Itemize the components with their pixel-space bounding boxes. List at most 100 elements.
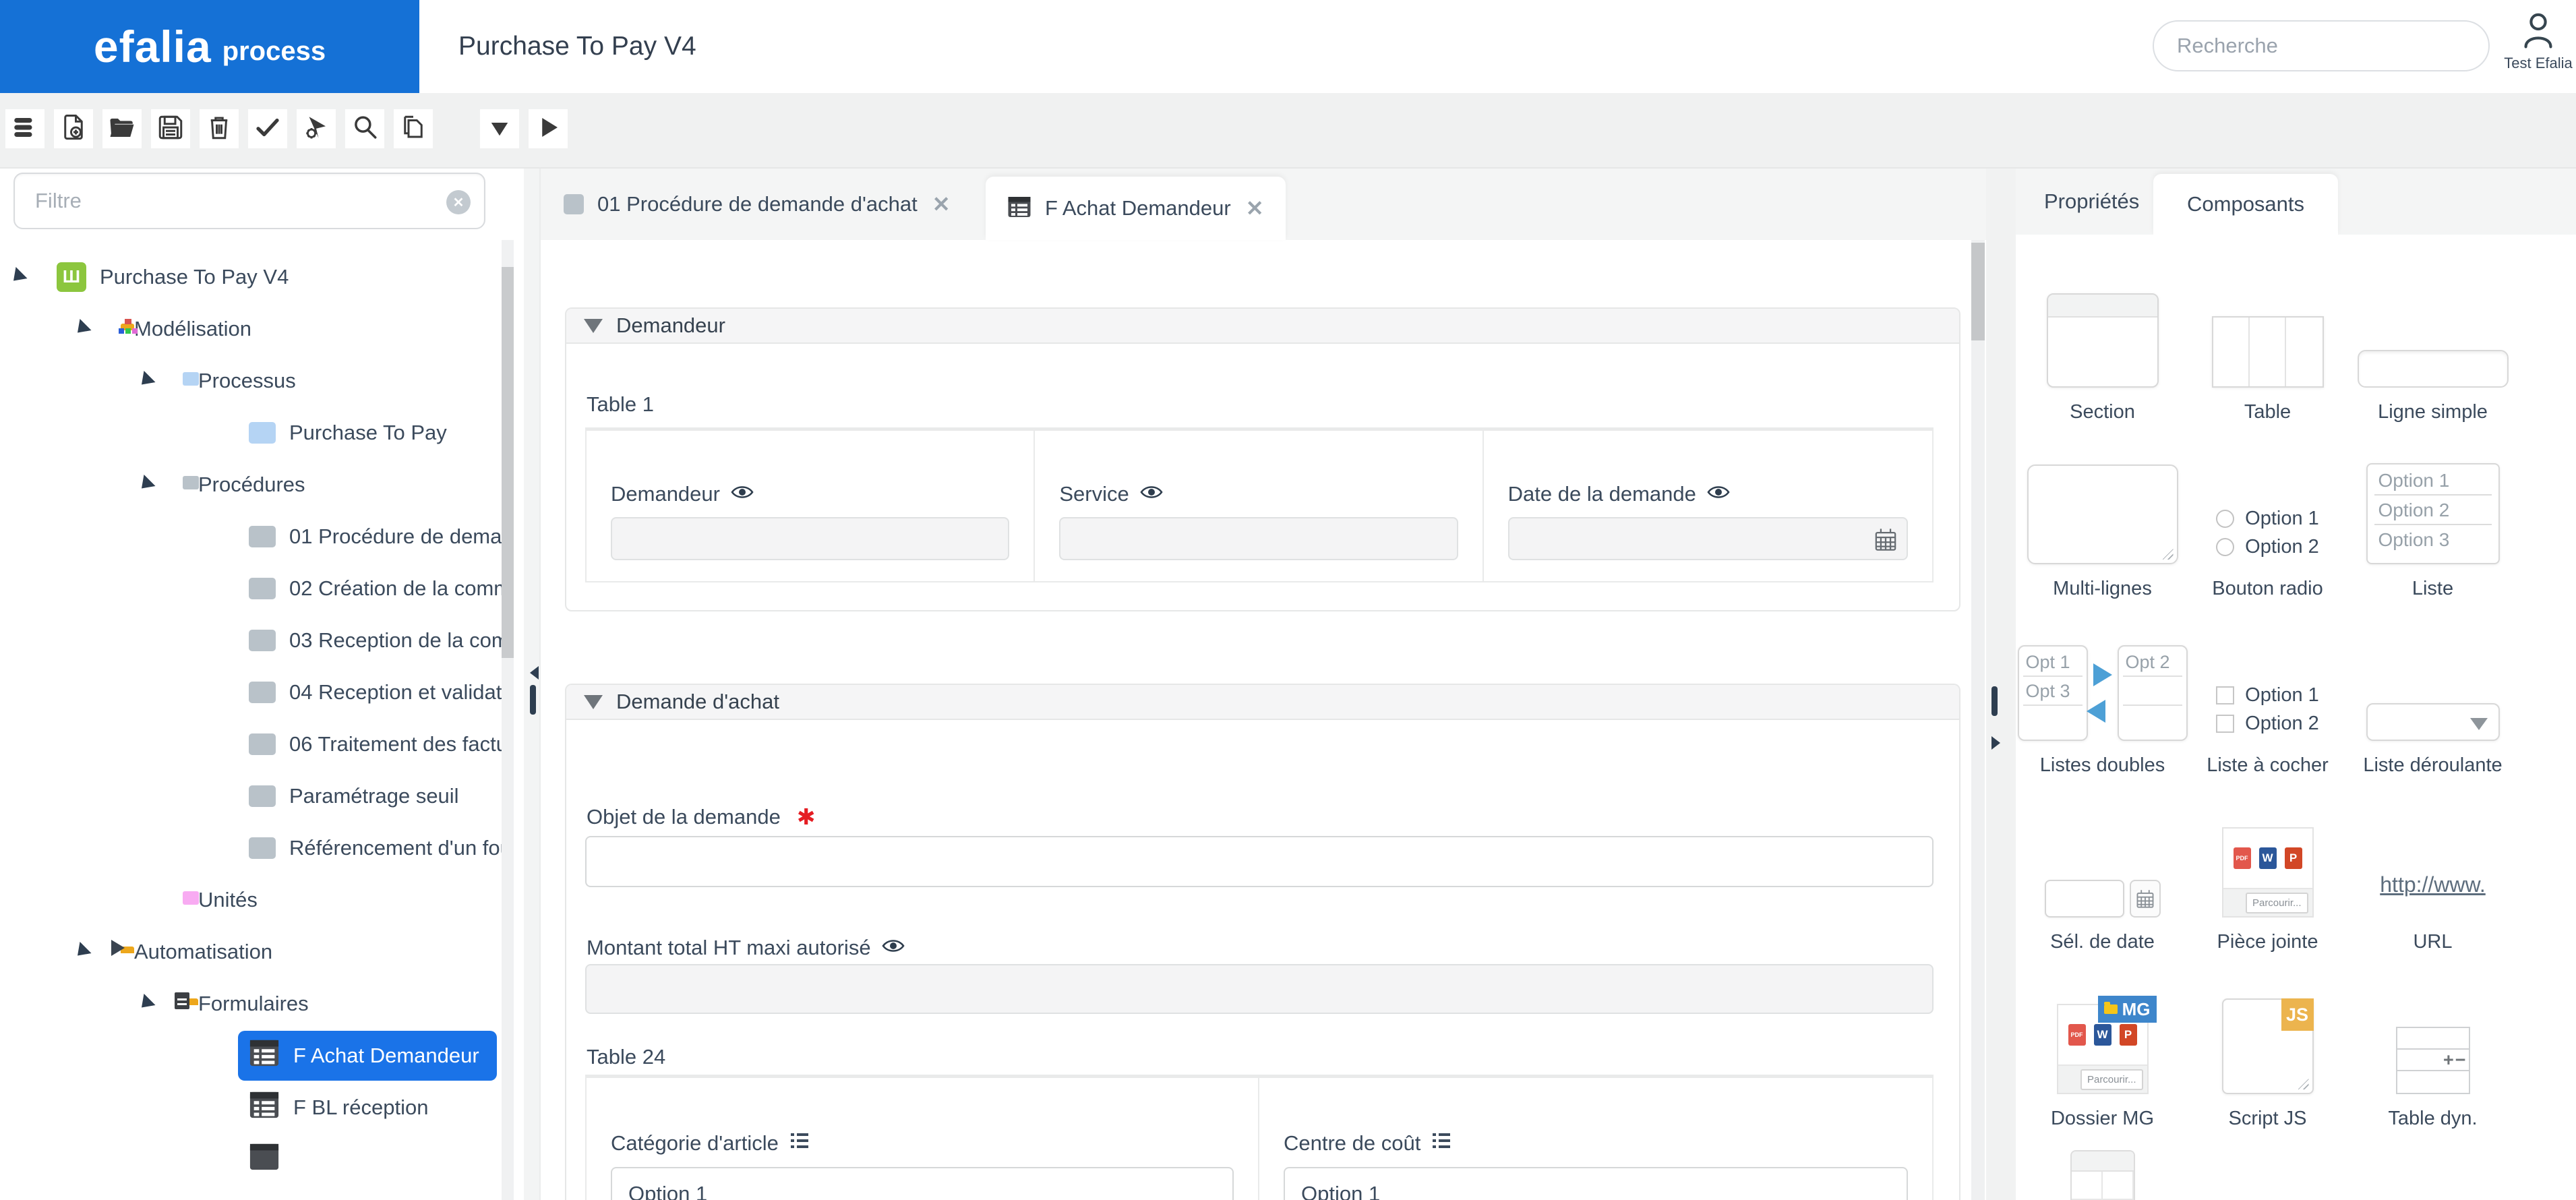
component-multi-lignes[interactable]: Multi-lignes <box>2020 431 2185 608</box>
component-table[interactable]: Table <box>2185 255 2350 431</box>
collapse-sidebar-icon[interactable] <box>530 666 539 680</box>
eye-icon <box>1707 482 1730 506</box>
filter-input[interactable] <box>15 174 484 228</box>
check-icon <box>253 113 282 145</box>
component-piece-jointe[interactable]: PDF W P Parcourir... Pièce jointe <box>2185 785 2350 961</box>
multiline-component-icon <box>2027 464 2178 564</box>
component-url[interactable]: http://www. URL <box>2380 872 2486 953</box>
procedure-tile-icon <box>249 837 276 859</box>
tree-item-f-bl-reception[interactable]: F BL réception <box>0 1081 502 1133</box>
tab-procedure-01[interactable]: 01 Procédure de demande d'achat <box>553 169 961 240</box>
process-tile-icon <box>564 194 584 214</box>
tree-item-procedures[interactable]: Procédures <box>0 458 502 510</box>
clear-filter-icon[interactable]: ✕ <box>446 190 471 214</box>
section-header[interactable]: Demande d'achat <box>566 685 1959 720</box>
collapse-panel-icon[interactable] <box>1991 736 2000 750</box>
tree-item-processus[interactable]: Processus <box>0 355 502 407</box>
close-tab-icon[interactable] <box>1246 196 1264 221</box>
date-input[interactable] <box>1507 517 1908 560</box>
canvas-scrollbar-thumb[interactable] <box>1971 243 1985 340</box>
component-table-dyn[interactable]: Table dyn. <box>2350 961 2515 1138</box>
collapse-section-icon[interactable] <box>584 694 603 709</box>
delete-button[interactable] <box>200 109 239 148</box>
table-cell-date[interactable]: Date de la demande <box>1484 431 1932 581</box>
logo-secondary: process <box>222 36 326 66</box>
tree-filter[interactable]: ✕ <box>13 173 485 229</box>
tree-item-formulaires[interactable]: Formulaires <box>0 978 502 1029</box>
expander-icon[interactable] <box>138 479 185 490</box>
tree-item-root[interactable]: Purchase To Pay V4 <box>0 251 502 303</box>
table-cell-service[interactable]: Service <box>1035 431 1484 581</box>
tab-proprietes[interactable]: Propriétés <box>2044 189 2140 213</box>
montant-input[interactable] <box>585 964 1934 1014</box>
tree-item-referencement[interactable]: Référencement d'un fournisseur <box>0 822 502 874</box>
component-liste-deroulante[interactable]: Liste déroulante <box>2350 608 2515 785</box>
tree-item-automatisation[interactable]: Automatisation <box>0 926 502 978</box>
objet-demande-input[interactable] <box>585 836 1934 887</box>
powerpoint-file-icon: P <box>2119 1024 2137 1046</box>
component-dossier-mg[interactable]: MG PDF W P Parcourir... Dossier MG <box>2020 961 2185 1138</box>
save-button[interactable] <box>151 109 190 148</box>
canvas-scrollbar[interactable] <box>1971 240 1985 1200</box>
expander-icon[interactable] <box>138 375 185 386</box>
tree-item-procedure-01[interactable]: 01 Procédure de demande d'achat <box>0 510 502 562</box>
search-tool-button[interactable] <box>345 109 384 148</box>
search-input[interactable] <box>2154 22 2488 70</box>
categorie-article-select[interactable]: Option 1 <box>611 1167 1234 1200</box>
component-liste-a-cocher[interactable]: Option 1 Option 2 Liste à cocher <box>2185 608 2350 785</box>
component-sel-de-date[interactable]: Sél. de date <box>2020 785 2185 961</box>
run-button[interactable] <box>297 109 336 148</box>
centre-cout-select[interactable]: Option 1 <box>1284 1167 1908 1200</box>
table-24: Catégorie d'article Option 1 Centre de c… <box>585 1075 1934 1200</box>
close-tab-icon[interactable] <box>932 191 951 217</box>
user-menu[interactable]: Test Efalia <box>2503 9 2574 72</box>
sidebar-resize-handle[interactable] <box>530 685 536 715</box>
open-folder-button[interactable] <box>102 109 142 148</box>
dropdown-button[interactable] <box>480 109 519 148</box>
table-cell-categorie[interactable]: Catégorie d'article Option 1 <box>587 1078 1259 1200</box>
tree-item-procedure-04[interactable]: 04 Reception et validation de la f <box>0 666 502 718</box>
attachment-component-icon: PDF W P Parcourir... <box>2221 827 2314 918</box>
panel-resize-handle[interactable] <box>1991 686 1998 716</box>
tree-item-procedure-03[interactable]: 03 Reception de la commande <box>0 614 502 666</box>
copy-icon <box>399 113 427 145</box>
tree-item-procedure-02[interactable]: 02 Création de la commande <box>0 562 502 614</box>
component-listes-doubles[interactable]: Opt 1 Opt 3 Opt 2 Listes doubles <box>2017 608 2188 785</box>
tree-item-modelisation[interactable]: Modélisation <box>0 303 502 355</box>
component-bouton-radio[interactable]: Option 1 Option 2 Bouton radio <box>2185 431 2350 608</box>
component-partial[interactable] <box>2020 1138 2185 1200</box>
calendar-icon[interactable] <box>1874 527 1897 556</box>
component-ligne-simple[interactable]: Ligne simple <box>2350 255 2515 431</box>
table-cell-centre-cout[interactable]: Centre de coût Option 1 <box>1259 1078 1932 1200</box>
global-search[interactable] <box>2153 20 2490 71</box>
efalia-logo[interactable]: efalia process <box>0 0 419 93</box>
sidebar-scrollbar[interactable] <box>502 240 514 1200</box>
demandeur-input[interactable] <box>611 517 1010 560</box>
tree-item-parametrage-seuil[interactable]: Paramétrage seuil <box>0 770 502 822</box>
validate-button[interactable] <box>248 109 287 148</box>
open-folder-icon <box>108 113 136 145</box>
tree-item-partial[interactable] <box>0 1133 502 1185</box>
tab-composants[interactable]: Composants <box>2153 174 2339 235</box>
section-header[interactable]: Demandeur <box>566 309 1959 344</box>
component-section[interactable]: Section <box>2020 255 2185 431</box>
service-input[interactable] <box>1059 517 1458 560</box>
tree-item-f-achat-demandeur[interactable]: F Achat Demandeur <box>0 1029 502 1081</box>
sidebar-scrollbar-thumb[interactable] <box>502 267 514 658</box>
collapse-section-icon[interactable] <box>584 318 603 333</box>
new-document-button[interactable] <box>54 109 93 148</box>
tree-item-procedure-06[interactable]: 06 Traitement des factures sans <box>0 718 502 770</box>
menu-button[interactable] <box>5 109 44 148</box>
table-cell-demandeur[interactable]: Demandeur <box>587 431 1036 581</box>
expander-icon[interactable] <box>73 323 121 334</box>
copy-button[interactable] <box>394 109 433 148</box>
navigation-sidebar: ✕ Purchase To Pay V4 Modélisation Proces… <box>0 169 524 1200</box>
tree-item-purchase-to-pay[interactable]: Purchase To Pay <box>0 407 502 458</box>
component-script-js[interactable]: JS Script JS <box>2185 961 2350 1138</box>
expander-icon[interactable] <box>9 271 57 282</box>
tab-f-achat-demandeur[interactable]: F Achat Demandeur <box>986 177 1286 240</box>
procedure-tile-icon <box>249 733 276 755</box>
component-liste[interactable]: Option 1 Option 2 Option 3 Liste <box>2350 431 2515 608</box>
tree-item-unites[interactable]: Unités <box>0 874 502 926</box>
play-button[interactable] <box>529 109 568 148</box>
